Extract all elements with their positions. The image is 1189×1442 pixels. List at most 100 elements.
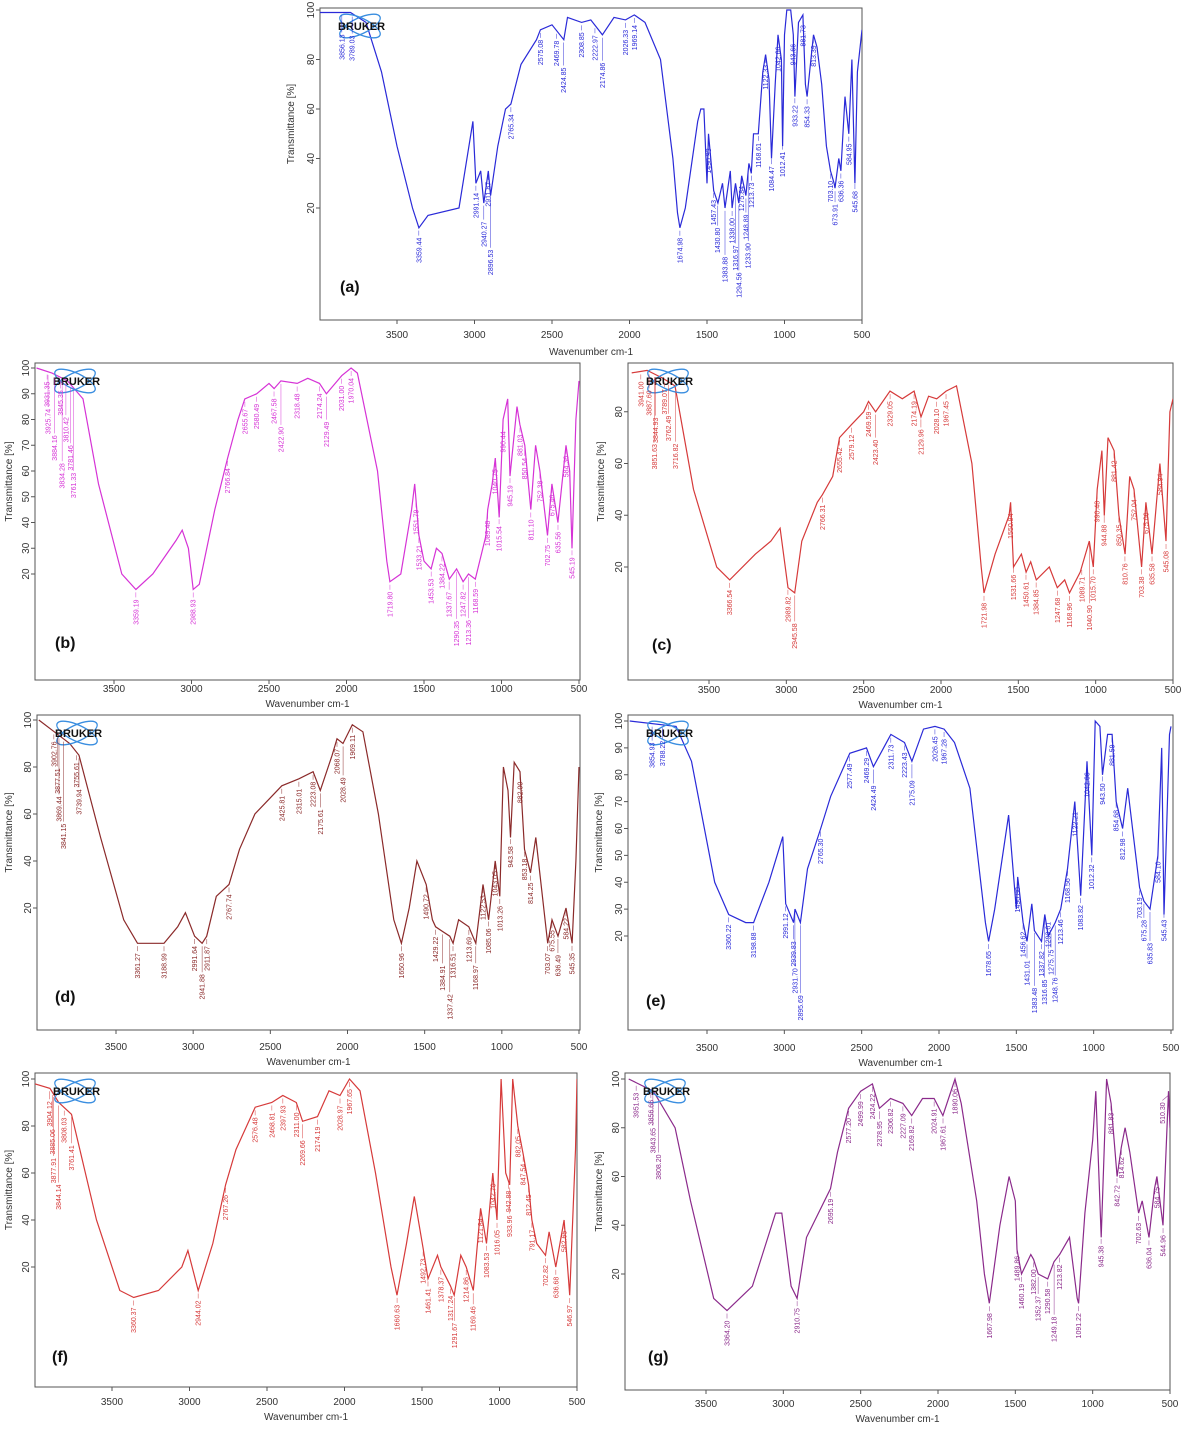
peak-label: 545.19 xyxy=(569,557,576,579)
y-axis-label: Transmittance [%] xyxy=(4,1150,15,1230)
spectrum-panel-g: 3500 3000 2500 2000 1500 1000 500 20 40 60 80 100 Tr… xyxy=(594,1070,1179,1425)
y-axis-label: Transmittance [%] xyxy=(596,441,607,521)
plot-frame xyxy=(34,1072,578,1388)
peak-label: 584.94 xyxy=(1157,474,1164,496)
peak-label: 3841.15 xyxy=(61,824,68,849)
peak-label: 2911.87 xyxy=(486,182,493,207)
svg-text:BRUKER: BRUKER xyxy=(338,21,385,33)
peak-label: 2028.49 xyxy=(341,777,348,802)
peak-label: 1168.96 xyxy=(1067,603,1074,628)
x-tick-label: 3500 xyxy=(695,1399,718,1410)
peak-label: 675.28 xyxy=(1141,920,1148,942)
x-tick-label: 2500 xyxy=(853,685,876,696)
peak-label: 546.97 xyxy=(567,1305,574,1327)
spectrum-line xyxy=(36,367,580,591)
y-tick-label: 90 xyxy=(21,388,32,400)
x-tick-label: 3000 xyxy=(463,330,486,341)
peak-label: 635.56 xyxy=(555,532,562,554)
x-tick-label: 3000 xyxy=(182,1042,205,1053)
peak-label: 1248.76 xyxy=(1053,977,1060,1002)
peak-label: 1083.82 xyxy=(1078,905,1085,930)
x-tick-label: 2500 xyxy=(258,684,281,695)
peak-label: 1453.53 xyxy=(429,578,436,603)
peak-label: 2174.24 xyxy=(317,393,324,418)
peak-label: 3808.20 xyxy=(656,1154,663,1179)
peak-label: 1122.21 xyxy=(1072,812,1079,837)
peak-label: 636.36 xyxy=(838,180,845,202)
x-tick-label: 500 xyxy=(1162,1399,1179,1410)
peak-label: 1122.33 xyxy=(763,65,770,90)
peak-label: 1294.56 xyxy=(736,272,743,297)
peak-label: 3359.19 xyxy=(133,599,140,624)
y-tick-label: 40 xyxy=(23,855,34,867)
peak-label: 1084.47 xyxy=(769,166,776,191)
peak-label: 1085.06 xyxy=(486,928,493,953)
x-tick-label: 2000 xyxy=(336,1042,359,1053)
peak-label: 1168.59 xyxy=(473,589,480,614)
peak-label: 2988.93 xyxy=(191,599,198,624)
peak-label: 1429.22 xyxy=(433,937,440,962)
y-tick-label: 90 xyxy=(614,742,625,754)
peak-label: 2577.20 xyxy=(846,1118,853,1143)
spectrum-panel-c: 3500 3000 2500 2000 1500 1000 500 20 40 60 80 Trans… xyxy=(596,362,1182,711)
peak-label: 1674.98 xyxy=(677,238,684,263)
spectrum-line xyxy=(628,1076,1170,1312)
y-tick-label: 70 xyxy=(21,439,32,451)
x-tick-label: 2000 xyxy=(333,1397,356,1408)
x-tick-label: 2000 xyxy=(335,684,358,695)
peak-label: 2318.48 xyxy=(295,393,302,418)
peak-label: 1213.36 xyxy=(466,620,473,645)
x-tick-label: 3500 xyxy=(101,1397,124,1408)
peak-label: 3844.93 xyxy=(653,418,660,443)
y-tick-label: 60 xyxy=(611,1171,622,1183)
peak-label: 3887.60 xyxy=(647,390,654,415)
peak-label: 2308.85 xyxy=(579,32,586,57)
peak-label: 3198.88 xyxy=(751,932,758,957)
peak-label: 584.36 xyxy=(563,456,570,478)
peak-label: 3364.20 xyxy=(725,1320,732,1345)
x-axis-label: Wavenumber cm-1 xyxy=(266,1057,351,1068)
y-tick-label: 80 xyxy=(611,1122,622,1134)
peak-label: 1337.67 xyxy=(447,592,454,617)
peak-label: 1042.70 xyxy=(490,1183,497,1208)
peak-label: 2227.09 xyxy=(900,1113,907,1138)
y-tick-label: 100 xyxy=(306,1,317,18)
plot-frame xyxy=(34,362,581,681)
peak-label: 1384.91 xyxy=(440,965,447,990)
x-axis-label: Wavenumber cm-1 xyxy=(858,700,943,711)
panel-label: (b) xyxy=(55,635,75,652)
peak-label: 2469.29 xyxy=(864,758,871,783)
peak-label: 1489.86 xyxy=(1014,1256,1021,1281)
peak-label: 2311.00 xyxy=(294,1112,301,1137)
y-tick-label: 60 xyxy=(21,1167,32,1179)
spectrum-panel-a: 3500 3000 2500 2000 1500 1000 500 20 40 60 80 100 Tr… xyxy=(286,1,871,358)
peak-label: 943.58 xyxy=(508,846,515,868)
peak-label: 3941.00 xyxy=(638,381,645,406)
peak-label: 1015.54 xyxy=(497,526,504,551)
peak-label: 1492.73 xyxy=(421,1258,428,1283)
peak-label: 545.68 xyxy=(852,191,859,213)
bruker-logo: BRUKER xyxy=(643,1078,690,1104)
peak-label: 3834.28 xyxy=(60,463,67,488)
peak-label: 990.48 xyxy=(1095,501,1102,523)
plot-frame xyxy=(627,362,1174,681)
spectrum-line xyxy=(38,719,580,946)
peak-label: 702.75 xyxy=(545,545,552,567)
peak-label: 3856.13 xyxy=(339,34,346,59)
y-tick-label: 100 xyxy=(23,711,34,728)
peak-label: 1490.93 xyxy=(706,148,713,173)
peak-label: 2469.59 xyxy=(866,411,873,436)
peak-label: 3789.07 xyxy=(662,389,669,414)
peak-label: 2469.78 xyxy=(554,41,561,66)
bruker-logo: BRUKER xyxy=(53,1078,100,1104)
peak-label: 810.76 xyxy=(1122,563,1129,585)
peak-label: 3904.12 xyxy=(47,1101,54,1126)
bruker-logo: BRUKER xyxy=(55,720,102,746)
peak-label: 854.33 xyxy=(805,106,812,128)
x-tick-label: 3000 xyxy=(178,1397,201,1408)
peak-label: 1650.96 xyxy=(399,953,406,978)
peak-label: 1015.70 xyxy=(1091,576,1098,601)
panel-label: (a) xyxy=(340,279,360,296)
x-tick-label: 2500 xyxy=(256,1397,279,1408)
peak-label: 1969.14 xyxy=(632,25,639,50)
